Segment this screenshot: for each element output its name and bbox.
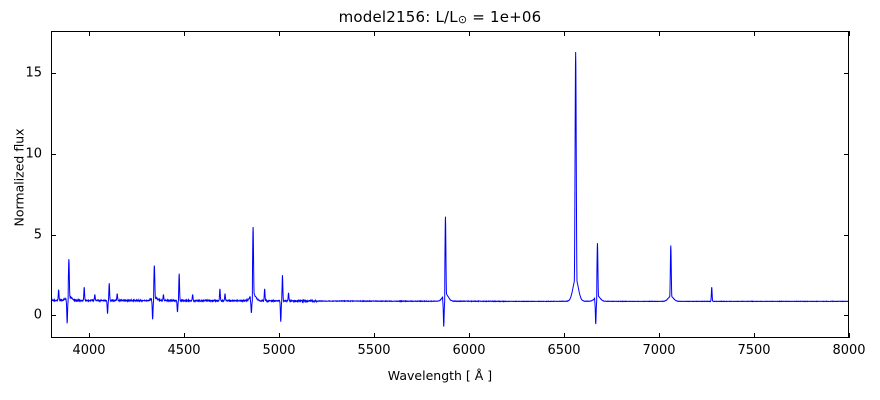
x-tick-label: 6000 bbox=[452, 343, 486, 358]
x-tick-mark bbox=[89, 31, 90, 36]
x-tick-label: 7500 bbox=[737, 343, 771, 358]
x-tick-mark bbox=[184, 31, 185, 36]
x-tick-label: 5500 bbox=[357, 343, 391, 358]
y-tick-mark bbox=[844, 73, 849, 74]
x-tick-mark bbox=[374, 31, 375, 36]
x-tick-label: 4000 bbox=[72, 343, 106, 358]
y-axis-title: Normalized flux bbox=[11, 128, 27, 227]
y-tick-mark bbox=[51, 315, 56, 317]
plot-title: model2156: L/L⊙ = 1e+06 bbox=[0, 8, 880, 26]
x-tick-mark bbox=[659, 333, 660, 338]
plot-title-rest: = 1e+06 bbox=[467, 8, 542, 26]
y-tick-label: 15 bbox=[25, 65, 42, 81]
spectrum-line bbox=[52, 32, 848, 337]
y-tick-mark bbox=[51, 153, 56, 155]
y-tick-mark bbox=[844, 153, 849, 155]
x-tick-mark bbox=[374, 333, 375, 338]
y-tick-label: 5 bbox=[33, 227, 42, 243]
y-tick-label: 0 bbox=[33, 307, 42, 323]
spectrum-trace bbox=[52, 52, 848, 327]
x-tick-mark bbox=[279, 333, 280, 338]
x-tick-label: 7000 bbox=[642, 343, 676, 358]
x-tick-mark bbox=[469, 333, 470, 338]
x-tick-mark bbox=[849, 333, 850, 338]
plot-axes bbox=[51, 31, 849, 338]
x-tick-label: 5000 bbox=[262, 343, 296, 358]
x-tick-mark bbox=[279, 31, 280, 36]
x-tick-label: 4500 bbox=[167, 343, 201, 358]
x-tick-mark bbox=[754, 31, 755, 36]
x-tick-mark bbox=[564, 333, 565, 338]
x-tick-mark bbox=[754, 333, 755, 338]
y-tick-mark bbox=[51, 73, 56, 74]
y-tick-mark bbox=[844, 234, 849, 236]
plot-title-main: model2156: L/L bbox=[338, 8, 458, 26]
x-tick-mark bbox=[469, 31, 470, 36]
y-tick-mark bbox=[844, 315, 849, 317]
x-tick-mark bbox=[564, 31, 565, 36]
y-tick-mark bbox=[51, 234, 56, 236]
sun-symbol-icon: ⊙ bbox=[457, 13, 468, 26]
plot-area bbox=[52, 32, 848, 337]
x-tick-mark bbox=[849, 31, 850, 36]
x-tick-mark bbox=[184, 333, 185, 338]
x-axis-title: Wavelength [ Å ] bbox=[387, 368, 493, 383]
y-tick-label: 10 bbox=[25, 146, 42, 162]
x-tick-label: 8000 bbox=[832, 343, 866, 358]
x-tick-mark bbox=[659, 31, 660, 36]
x-tick-label: 6500 bbox=[547, 343, 581, 358]
x-tick-mark bbox=[89, 333, 90, 338]
